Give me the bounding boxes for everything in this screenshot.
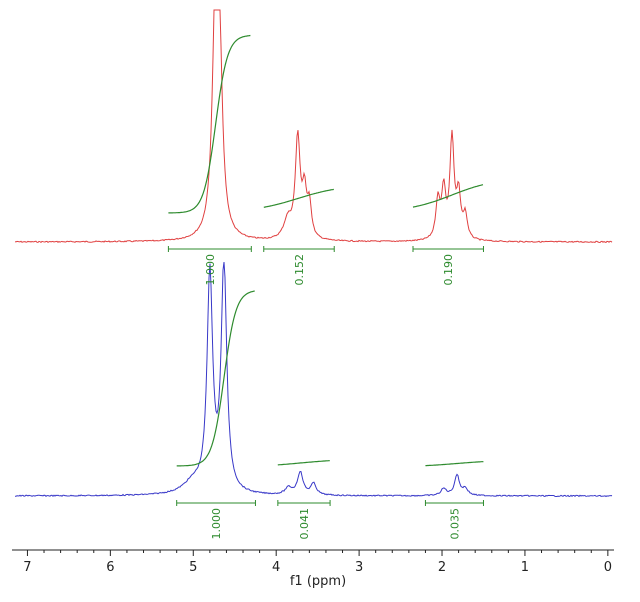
spectra-layer	[14, 9, 613, 498]
integral-label-2-2: 0.041	[298, 508, 311, 540]
tick-label: 2	[438, 560, 446, 575]
integral-curve-2-2	[277, 460, 330, 466]
tick-label: 0	[604, 560, 612, 575]
x-axis: 7 6 5 4 3 2 1 0	[12, 549, 614, 575]
integral-bar-2-1	[176, 500, 256, 506]
tick-label: 7	[23, 560, 31, 575]
integral-label-1-2: 0.152	[293, 254, 306, 286]
integral-label-1-1: 1.000	[204, 254, 217, 286]
integrals-layer: 1.000 0.152 0.190 1.000 0.041 0.035	[167, 34, 484, 540]
tick-label: 3	[355, 560, 363, 575]
tick-label: 5	[189, 560, 197, 575]
integral-bar-2-2	[277, 500, 331, 506]
integral-curve-2-1	[176, 290, 255, 467]
tick-label: 6	[106, 560, 114, 575]
integral-label-2-1: 1.000	[210, 508, 223, 540]
x-axis-title: f1 (ppm)	[290, 574, 346, 589]
integral-label-1-3: 0.190	[442, 254, 455, 286]
integral-curve-1-3	[412, 184, 484, 208]
tick-label: 4	[272, 560, 280, 575]
integral-curve-1-2	[263, 188, 334, 208]
spectrum-line-1	[14, 9, 613, 244]
integral-label-2-3: 0.035	[449, 508, 462, 540]
integral-curve-1-1	[168, 34, 251, 214]
integral-bar-1-2	[263, 246, 335, 252]
integral-bar-2-3	[424, 500, 484, 506]
integral-bar-1-3	[412, 246, 484, 252]
integral-curve-2-3	[425, 461, 484, 467]
integral-bar-1-1	[167, 246, 252, 252]
tick-label: 1	[521, 560, 529, 575]
spectrum-line-2	[15, 261, 613, 498]
